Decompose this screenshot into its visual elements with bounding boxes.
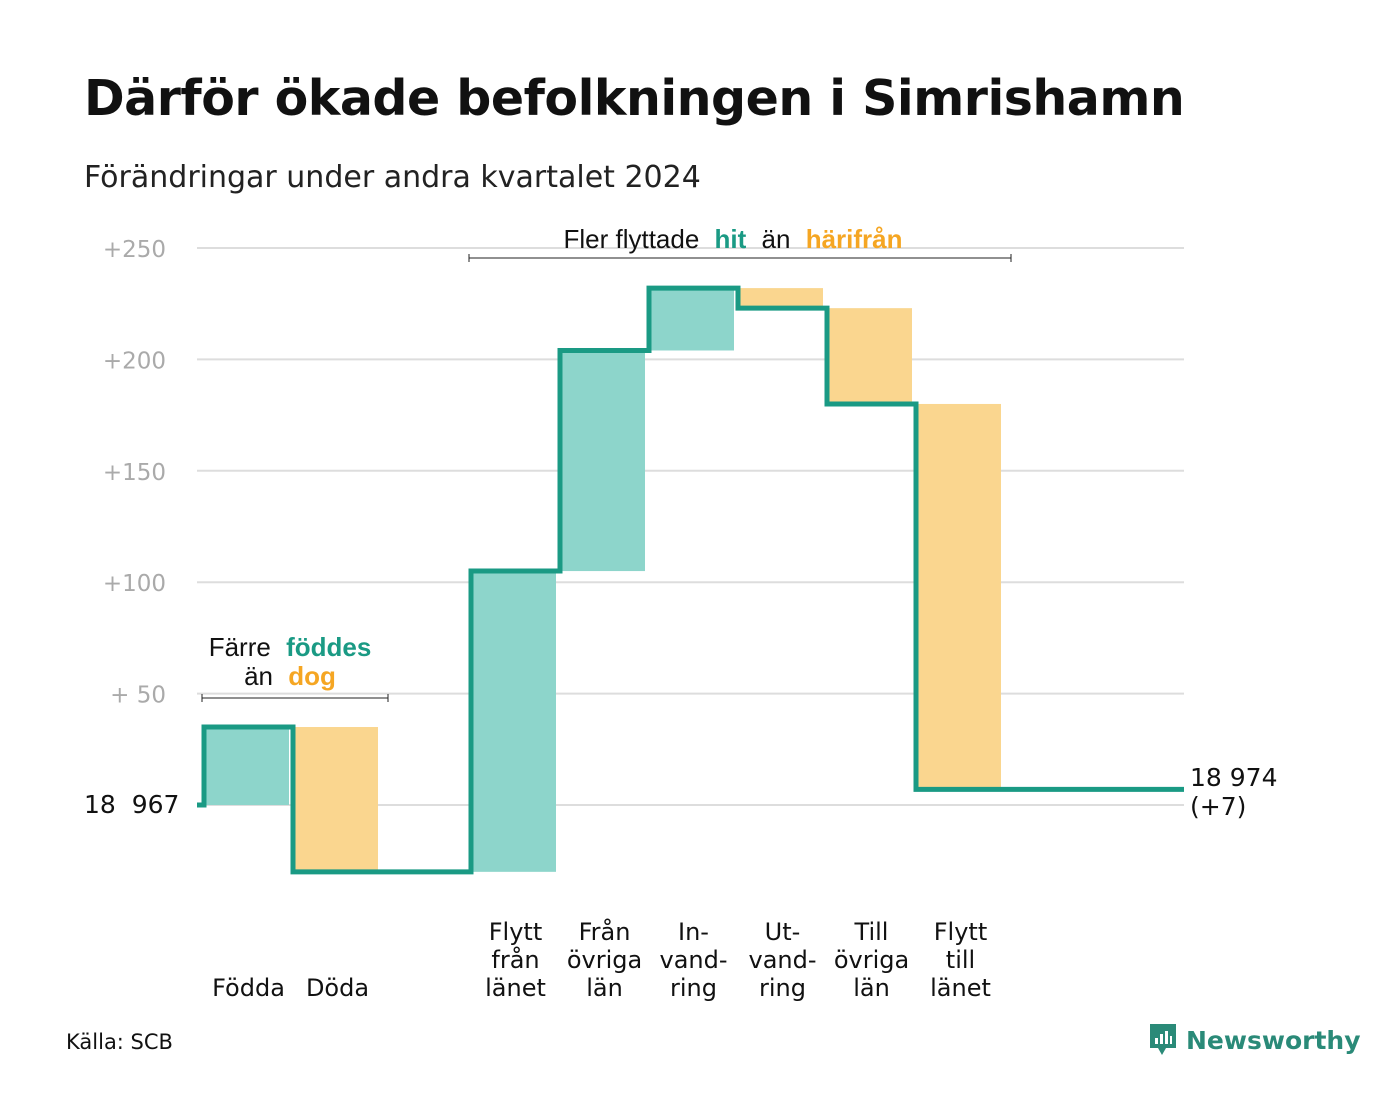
category-label: In-vand-ring — [659, 918, 727, 1002]
brand-name: Newsworthy — [1186, 1025, 1361, 1055]
y-tick-label: +200 — [103, 348, 166, 374]
newsworthy-logo-icon — [1150, 1024, 1176, 1055]
moves-annotation-text-b: hit — [715, 224, 747, 254]
moves-bracket — [468, 254, 1012, 262]
bar-flytt-till-länet — [916, 403, 1001, 790]
end-value-label: 18 974 — [1190, 763, 1277, 792]
moves-annotation-text-c: än — [762, 224, 791, 254]
bar-ut--vand--ring — [738, 288, 823, 309]
category-label: Ut-vand-ring — [748, 918, 816, 1002]
moves-annotation-text-d: härifrån — [806, 224, 903, 254]
y-tick-label: +250 — [103, 237, 166, 263]
births-annotation-text-d: dog — [288, 661, 336, 691]
end-change-label: (+7) — [1190, 792, 1246, 821]
svg-text:än dog: än dog — [244, 661, 336, 691]
bar-födda — [204, 727, 289, 805]
bar-in--vand--ring — [649, 288, 734, 351]
category-label: Födda — [212, 974, 285, 1002]
y-tick-label: + 50 — [110, 683, 166, 709]
moves-annotation: Fler flyttade hit än härifrån — [468, 224, 1012, 262]
svg-text:Fler flyttade hit: Fler flyttade hit än härifrån — [563, 224, 902, 254]
births-annotation-text-a: Färre — [209, 632, 271, 662]
y-tick-label: +100 — [103, 571, 166, 597]
births-annotation: Färre föddes än dog — [201, 632, 389, 702]
category-label: Från övriga län — [567, 917, 642, 1002]
category-label: Flytt från länet — [485, 918, 546, 1002]
bar-döda — [293, 727, 378, 872]
brand-logo: Newsworthy — [1148, 1022, 1361, 1058]
step-line — [197, 285, 1184, 875]
start-value-label: 18 967 — [84, 790, 179, 819]
y-axis-ticks: +250 +200 +150 +100 + 50 — [103, 237, 166, 709]
svg-text:Färre föddes: Färre föddes — [209, 632, 372, 662]
cumulative-step-line — [197, 285, 1184, 875]
source-note: Källa: SCB — [66, 1030, 173, 1054]
births-annotation-text-b: föddes — [286, 632, 371, 662]
category-label: Flytt till länet — [930, 918, 991, 1002]
chart-title: Därför ökade befolkningen i Simrishamn — [84, 70, 1185, 127]
births-bracket — [201, 694, 389, 702]
category-label: Till övriga län — [834, 918, 909, 1002]
bar-flytt-från-länet — [471, 571, 556, 872]
chart-subtitle: Förändringar under andra kvartalet 2024 — [84, 160, 701, 195]
category-labels: Födda Döda Flytt från länet Från övriga länIn-v… — [212, 917, 991, 1002]
moves-annotation-text-a: Fler flyttade — [563, 224, 699, 254]
bar-till-övriga-län — [827, 308, 912, 404]
births-annotation-text-c: än — [244, 661, 273, 691]
bars — [204, 288, 1001, 872]
category-label: Döda — [306, 974, 369, 1002]
y-tick-label: +150 — [103, 460, 166, 486]
bar-från-övriga-län — [560, 350, 645, 572]
